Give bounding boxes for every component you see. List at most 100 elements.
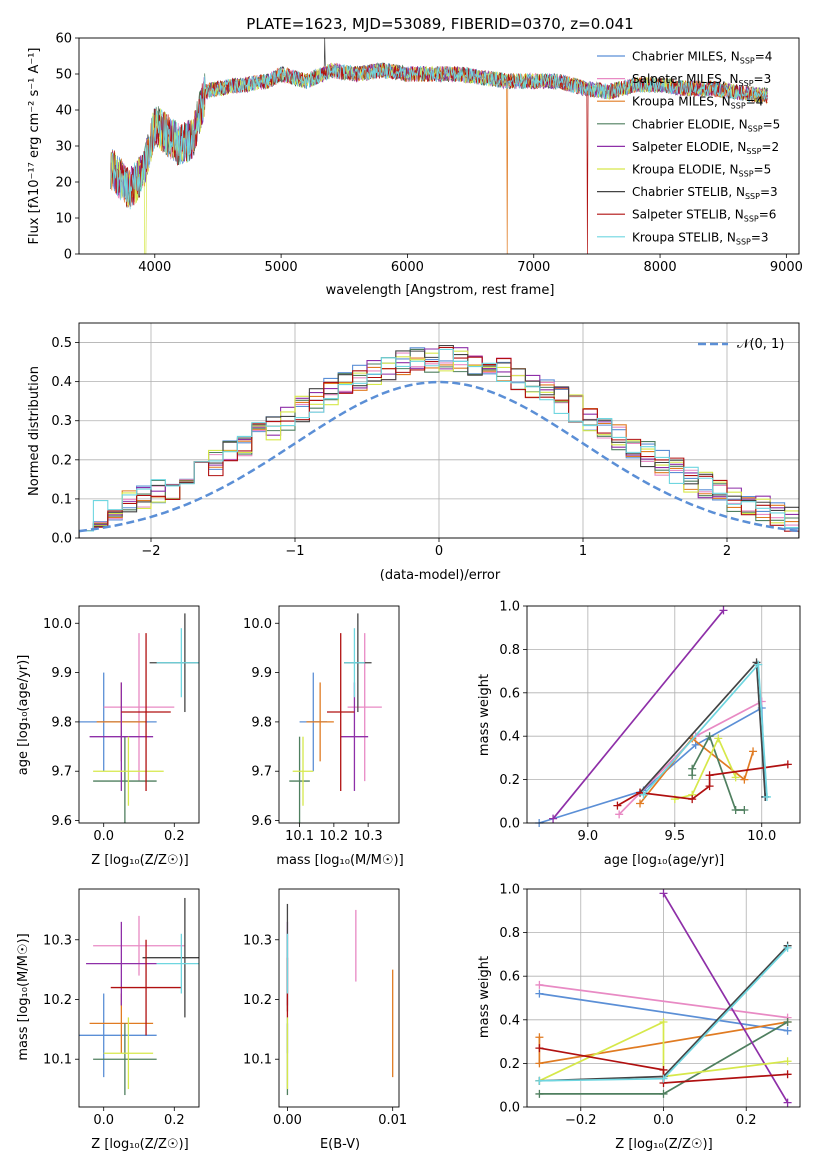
x-tick-label: 2 (723, 544, 731, 559)
ebv-mass-xlabel: E(B-V) (320, 1137, 360, 1152)
weight-marker (688, 795, 697, 804)
y-tick-label: 0.8 (499, 643, 520, 658)
x-tick-label: 4000 (138, 260, 171, 275)
y-tick-label: 10.3 (243, 933, 272, 948)
z-age-panel: Z [log₁₀(Z/Z☉)] age [log₁₀(age/yr)] 0.0 0… (16, 605, 200, 868)
weight-series (539, 1020, 788, 1082)
y-tick-label: 0.1 (51, 492, 72, 507)
weight-marker (783, 760, 792, 769)
weight-marker (659, 1017, 668, 1026)
x-tick-label: −2 (141, 544, 160, 559)
legend-entry: Salpeter MILES, NSSP=3 (632, 72, 771, 88)
weight-series (662, 892, 789, 1104)
y-tick-label: 0.3 (51, 414, 72, 429)
weight-marker (783, 943, 792, 952)
y-tick-label: 10.0 (43, 617, 72, 632)
weight-series (616, 763, 788, 807)
y-tick-label: 10.3 (43, 933, 72, 948)
y-tick-label: 10.2 (243, 993, 272, 1008)
x-tick-label: 8000 (644, 260, 677, 275)
y-tick-label: 0.4 (499, 1013, 520, 1028)
axes-frame (78, 322, 800, 539)
weight-marker (535, 1076, 544, 1085)
legend-entry: Chabrier MILES, NSSP=4 (632, 50, 772, 66)
y-tick-label: 9.7 (51, 765, 72, 780)
weight-marker (740, 775, 749, 784)
weight-age-xlabel: age [log₁₀(age/yr)] (604, 853, 725, 868)
legend-entry: 𝒩(0, 1) (737, 337, 784, 352)
x-tick-label: −1 (285, 544, 304, 559)
y-tick-label: 60 (55, 32, 72, 47)
legend-entry: Salpeter STELIB, NSSP=6 (632, 208, 776, 224)
weight-marker (754, 660, 763, 669)
x-tick-label: 0.0 (93, 829, 114, 844)
x-tick-label: 10.0 (747, 829, 776, 844)
y-tick-label: 9.9 (251, 666, 272, 681)
weight-marker (714, 734, 723, 743)
y-tick-label: 10.2 (43, 993, 72, 1008)
axes-frame (78, 605, 200, 824)
y-tick-label: 0.6 (499, 970, 520, 985)
weight-marker (535, 1033, 544, 1042)
normal-curve (78, 380, 800, 533)
x-tick-label: 0.2 (164, 829, 185, 844)
weight-marker (615, 810, 624, 819)
weight-marker (549, 814, 558, 823)
histogram-series (79, 348, 799, 538)
y-tick-label: 0.0 (499, 817, 520, 832)
y-tick-label: 0.4 (51, 375, 72, 390)
x-tick-label: 0 (435, 544, 443, 559)
weight-marker (535, 1059, 544, 1068)
y-tick-label: 9.8 (51, 715, 72, 730)
x-tick-label: 0.2 (736, 1113, 757, 1128)
x-tick-label: 0.01 (378, 1113, 407, 1128)
legend-entry: Salpeter ELODIE, NSSP=2 (632, 140, 779, 156)
weight-marker (762, 792, 771, 801)
y-tick-label: 1.0 (499, 883, 520, 898)
mass-age-panel: mass [log₁₀(M/M☉)] 10.1 10.2 10.3 9.6 9.7 9.8… (243, 605, 404, 868)
y-tick-label: 0.0 (51, 532, 72, 547)
y-tick-label: 20 (55, 176, 72, 191)
y-tick-label: 50 (55, 68, 72, 83)
weight-marker (719, 606, 728, 615)
x-tick-label: 10.2 (319, 829, 348, 844)
y-tick-label: 0.5 (51, 336, 72, 351)
weight-marker (636, 799, 645, 808)
y-tick-label: 0 (64, 248, 72, 263)
y-tick-label: 30 (55, 140, 72, 155)
y-tick-label: 10.0 (243, 617, 272, 632)
weight-age-ylabel: mass weight (477, 674, 492, 756)
y-tick-label: 10.1 (243, 1053, 272, 1068)
legend-entry: Chabrier STELIB, NSSP=3 (632, 185, 778, 201)
x-tick-label: 10.3 (354, 829, 383, 844)
x-tick-label: 0.00 (273, 1113, 302, 1128)
x-tick-label: 0.0 (653, 1113, 674, 1128)
weight-z-xlabel: Z [log₁₀(Z/Z☉)] (615, 1137, 712, 1152)
spectrum-xlabel: wavelength [Angstrom, rest frame] (326, 283, 555, 298)
weight-marker (639, 790, 648, 799)
weight-marker (535, 989, 544, 998)
weight-marker (783, 1070, 792, 1079)
mass-age-xlabel: mass [log₁₀(M/M☉)] (276, 853, 403, 868)
x-tick-label: 5000 (265, 260, 298, 275)
weight-marker (749, 747, 758, 756)
x-tick-label: 9.0 (578, 829, 599, 844)
weight-marker (535, 1089, 544, 1098)
axes-frame (78, 888, 200, 1108)
axes-frame (526, 605, 801, 824)
weight-marker (731, 805, 740, 814)
legend-entry: Chabrier ELODIE, NSSP=5 (632, 117, 780, 133)
spectrum-ylabel: Flux [fλ10⁻¹⁷ erg cm⁻² s⁻¹ A⁻¹] (27, 48, 42, 245)
axes-frame (278, 605, 400, 824)
z-mass-ylabel: mass [log₁₀(M/M☉)] (16, 933, 31, 1060)
weight-series (552, 609, 725, 820)
legend-entry: Kroupa ELODIE, NSSP=5 (632, 163, 771, 179)
y-tick-label: 9.6 (51, 814, 72, 829)
weight-marker (659, 1089, 668, 1098)
histogram-ylabel: Normed distribution (27, 366, 42, 496)
weight-marker (659, 1065, 668, 1074)
x-tick-label: 10.1 (285, 829, 314, 844)
legend-entry: Kroupa MILES, NSSP=4 (632, 95, 763, 111)
x-tick-label: 7000 (517, 260, 550, 275)
